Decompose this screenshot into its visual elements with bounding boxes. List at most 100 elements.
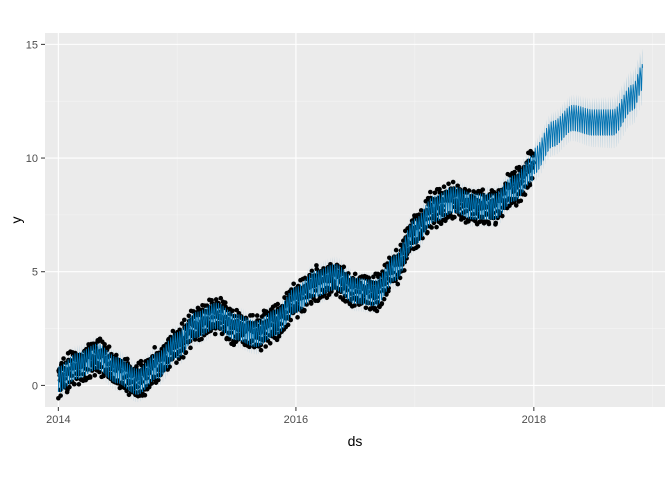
y-axis-title: y xyxy=(8,217,24,224)
observed-point xyxy=(304,302,309,307)
x-axis: 2014 2016 2018 xyxy=(46,407,546,426)
observed-point xyxy=(282,295,288,301)
observed-point xyxy=(92,373,98,378)
observed-point xyxy=(188,345,193,351)
observed-point xyxy=(366,275,372,281)
observed-point xyxy=(182,317,187,323)
observed-point xyxy=(183,350,189,355)
observed-point xyxy=(384,292,389,297)
observed-point xyxy=(466,188,472,193)
observed-point xyxy=(167,364,172,369)
observed-point xyxy=(432,190,438,196)
observed-point xyxy=(230,308,235,314)
observed-point xyxy=(61,356,66,361)
observed-point xyxy=(499,213,505,219)
observed-point xyxy=(314,263,319,268)
observed-point xyxy=(402,268,407,273)
observed-point xyxy=(431,220,437,226)
observed-point xyxy=(155,377,161,383)
observed-point xyxy=(263,344,268,349)
observed-point xyxy=(67,384,72,390)
x-tick-label: 2014 xyxy=(46,414,70,426)
observed-point xyxy=(437,186,442,192)
grid-minor xyxy=(45,33,665,407)
observed-point xyxy=(446,181,451,187)
forecast-line xyxy=(57,63,643,396)
observed-point xyxy=(295,315,300,320)
observed-point xyxy=(247,344,252,350)
observed-point xyxy=(393,247,399,253)
observed-point xyxy=(480,187,486,192)
observed-point xyxy=(149,381,155,386)
observed-point xyxy=(324,295,330,301)
observed-point xyxy=(181,355,186,360)
observed-point xyxy=(267,341,273,346)
observed-point xyxy=(138,358,144,364)
grid-major xyxy=(45,33,665,407)
observed-point xyxy=(363,305,369,311)
observed-point xyxy=(333,292,339,297)
observed-point xyxy=(346,271,351,276)
y-tick-label: 0 xyxy=(32,380,38,392)
observed-point xyxy=(381,296,387,302)
observed-point xyxy=(134,364,139,369)
observed-point xyxy=(212,331,218,337)
observed-point xyxy=(386,285,391,291)
observed-point xyxy=(428,189,433,195)
observed-point xyxy=(522,192,528,197)
observed-point xyxy=(374,308,380,314)
observed-point xyxy=(518,198,524,204)
plot-panel xyxy=(45,33,665,407)
observed-point xyxy=(513,203,519,208)
observed-point xyxy=(152,345,157,350)
observed-point xyxy=(425,229,430,235)
observed-point xyxy=(512,169,517,175)
observed-point xyxy=(58,393,63,398)
observed-point xyxy=(438,221,444,226)
observed-point xyxy=(254,313,260,318)
observed-point xyxy=(199,336,204,342)
observed-point xyxy=(125,356,130,362)
observed-point xyxy=(420,235,425,241)
observed-point xyxy=(486,221,492,227)
observed-point xyxy=(418,208,424,213)
observed-point xyxy=(493,220,499,226)
observed-point xyxy=(429,225,434,230)
y-tick-label: 5 xyxy=(32,267,38,279)
observed-point xyxy=(174,360,179,365)
observed-point xyxy=(59,360,64,366)
observed-point xyxy=(226,336,232,342)
observed-point xyxy=(309,268,315,274)
observed-point xyxy=(142,392,148,398)
x-axis-title: ds xyxy=(348,433,363,449)
x-tick-label: 2018 xyxy=(522,414,546,426)
observed-point xyxy=(274,337,280,343)
observed-point xyxy=(379,301,385,306)
observed-point xyxy=(223,300,228,305)
observed-point xyxy=(288,317,294,323)
observed-point xyxy=(441,184,447,190)
observed-point xyxy=(76,381,82,387)
observed-point xyxy=(170,328,176,334)
observed-point xyxy=(87,375,93,380)
observed-point xyxy=(192,337,198,342)
observed-point xyxy=(404,256,409,261)
observed-point xyxy=(258,347,264,353)
x-tick-label: 2016 xyxy=(284,414,308,426)
observed-point xyxy=(461,215,467,221)
y-tick-label: 10 xyxy=(26,153,38,165)
y-tick-label: 15 xyxy=(26,39,38,51)
observed-point xyxy=(455,183,460,189)
observed-point xyxy=(415,244,421,249)
observed-point xyxy=(218,295,224,301)
observed-point xyxy=(352,303,357,308)
observed-point xyxy=(285,322,291,328)
observed-point xyxy=(109,351,114,357)
observed-point xyxy=(71,381,77,387)
observed-point xyxy=(179,321,185,326)
observed-point xyxy=(527,182,533,188)
observed-point xyxy=(124,388,129,394)
observed-point xyxy=(341,264,347,270)
observed-point xyxy=(302,307,307,313)
